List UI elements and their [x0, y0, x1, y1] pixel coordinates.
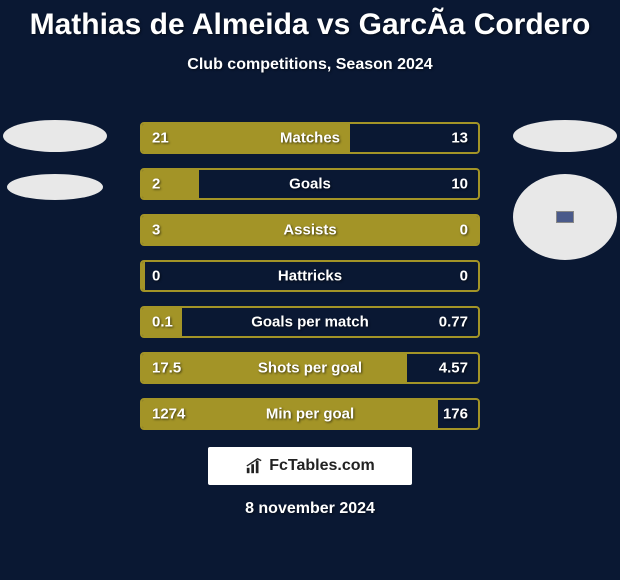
stat-value-left: 2: [152, 176, 160, 193]
stat-bar-fill-left: [142, 170, 199, 198]
stat-bar: 0 Hattricks 0: [140, 260, 480, 292]
right-avatar-col: [510, 120, 620, 260]
stat-value-right: 0: [460, 222, 468, 239]
stat-bar: 3 Assists 0: [140, 214, 480, 246]
stat-label: Assists: [283, 222, 336, 239]
player-avatar-placeholder: [3, 120, 107, 152]
stat-bar: 21 Matches 13: [140, 122, 480, 154]
stat-value-right: 176: [443, 406, 468, 423]
stat-bar-fill-left: [142, 262, 145, 290]
stat-label: Goals: [289, 176, 331, 193]
stat-value-left: 3: [152, 222, 160, 239]
stats-bars: 21Matches132Goals103Assists00Hattricks00…: [140, 122, 480, 430]
stat-label: Min per goal: [266, 406, 354, 423]
stat-value-right: 10: [451, 176, 468, 193]
stat-bar: 0.1 Goals per match 0.77: [140, 306, 480, 338]
date-label: 8 november 2024: [0, 500, 620, 518]
flag-icon: [556, 211, 574, 223]
stat-value-right: 13: [451, 130, 468, 147]
stat-value-right: 0: [460, 268, 468, 285]
stat-value-left: 21: [152, 130, 169, 147]
stat-label: Goals per match: [251, 314, 369, 331]
stat-value-left: 1274: [152, 406, 185, 423]
page-subtitle: Club competitions, Season 2024: [0, 56, 620, 74]
stat-value-left: 17.5: [152, 360, 181, 377]
club-logo-placeholder: [7, 174, 103, 200]
stat-label: Hattricks: [278, 268, 342, 285]
stat-bar: 1274 Min per goal 176: [140, 398, 480, 430]
fctables-logo-icon: [245, 457, 263, 475]
stat-bar: 2 Goals 10: [140, 168, 480, 200]
fctables-badge-text: FcTables.com: [269, 457, 375, 475]
stat-label: Matches: [280, 130, 340, 147]
stat-value-right: 0.77: [439, 314, 468, 331]
player-avatar-placeholder: [513, 120, 617, 152]
stat-value-right: 4.57: [439, 360, 468, 377]
stat-bar: 17.5 Shots per goal 4.57: [140, 352, 480, 384]
stat-value-left: 0: [152, 268, 160, 285]
club-logo-placeholder: [513, 174, 617, 260]
left-avatar-col: [0, 120, 110, 200]
page-title: Mathias de Almeida vs GarcÃ­a Cordero: [0, 0, 620, 42]
stat-label: Shots per goal: [258, 360, 362, 377]
fctables-badge[interactable]: FcTables.com: [208, 447, 412, 485]
stat-value-left: 0.1: [152, 314, 173, 331]
